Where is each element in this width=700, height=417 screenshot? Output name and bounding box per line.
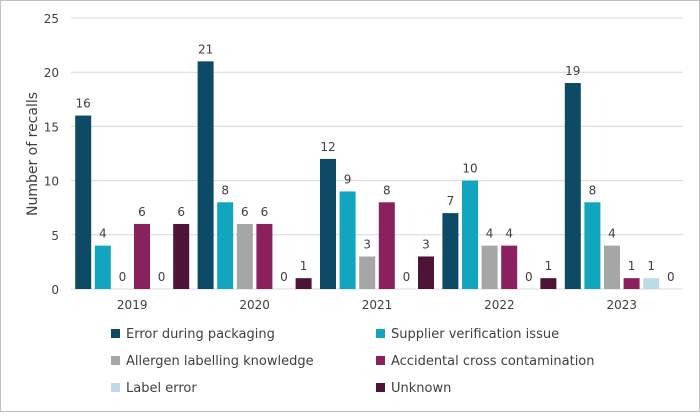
data-label: 1 — [300, 259, 308, 273]
legend-label: Supplier verification issue — [391, 327, 559, 342]
legend-swatch — [376, 356, 385, 365]
data-label: 4 — [486, 227, 494, 241]
bar — [584, 202, 601, 289]
data-label: 0 — [158, 270, 166, 284]
y-tick-label: 20 — [44, 66, 59, 80]
bar — [320, 158, 336, 289]
bar — [643, 278, 660, 289]
legend-item: Accidental cross contamination — [376, 354, 595, 369]
bar — [359, 256, 376, 289]
data-label: 4 — [608, 227, 616, 241]
legend-item: Label error — [111, 381, 197, 396]
data-label: 6 — [261, 205, 269, 219]
data-label: 8 — [383, 183, 391, 197]
x-tick-label: 2023 — [607, 298, 638, 312]
data-label: 0 — [280, 270, 288, 284]
data-label: 6 — [177, 205, 185, 219]
y-tick-label: 5 — [51, 229, 59, 243]
legend-swatch — [111, 329, 120, 338]
y-tick-label: 0 — [51, 283, 59, 297]
bar — [418, 256, 434, 289]
bar — [236, 223, 253, 289]
data-label: 1 — [628, 259, 636, 273]
x-tick-label: 2021 — [362, 298, 393, 312]
data-label: 16 — [76, 97, 91, 111]
bar — [442, 213, 459, 289]
legend-swatch — [111, 356, 120, 365]
legend-item: Supplier verification issue — [376, 327, 559, 342]
legend-swatch — [111, 383, 120, 392]
bar — [197, 61, 214, 289]
y-axis-label: Number of recalls — [25, 92, 41, 216]
bar — [217, 202, 234, 289]
y-tick-label: 10 — [44, 175, 59, 189]
data-label: 8 — [589, 183, 597, 197]
bar — [173, 223, 190, 289]
data-label: 8 — [221, 183, 229, 197]
data-label: 6 — [138, 205, 146, 219]
bar — [501, 245, 518, 289]
data-label: 9 — [344, 172, 352, 186]
data-label: 3 — [422, 237, 430, 251]
data-label: 3 — [363, 237, 371, 251]
bar — [623, 278, 640, 289]
x-tick-label: 2020 — [239, 298, 270, 312]
legend-item: Unknown — [376, 381, 451, 396]
data-label: 4 — [99, 227, 107, 241]
data-label: 10 — [462, 162, 477, 176]
data-label: 4 — [505, 227, 513, 241]
legend-label: Error during packaging — [126, 327, 275, 342]
bar — [378, 202, 395, 289]
bar — [256, 223, 273, 289]
bar — [75, 115, 92, 289]
data-label: 7 — [447, 194, 455, 208]
data-label: 0 — [119, 270, 127, 284]
legend-swatch — [376, 329, 385, 338]
bar — [462, 180, 478, 289]
data-label: 6 — [241, 205, 249, 219]
bar — [564, 83, 581, 289]
legend-item: Allergen labelling knowledge — [111, 354, 314, 369]
bar — [481, 245, 498, 289]
legend-label: Label error — [126, 381, 197, 396]
y-tick-label: 25 — [44, 12, 59, 26]
data-label: 12 — [320, 140, 335, 154]
legend-item: Error during packaging — [111, 327, 275, 342]
bar — [540, 278, 557, 289]
y-tick-label: 15 — [44, 120, 59, 134]
data-label: 0 — [403, 270, 411, 284]
data-label: 19 — [565, 64, 580, 78]
data-label: 0 — [525, 270, 533, 284]
legend-swatch — [376, 383, 385, 392]
bar — [94, 245, 111, 289]
legend-label: Accidental cross contamination — [391, 354, 595, 369]
data-label: 0 — [667, 270, 675, 284]
legend-label: Unknown — [391, 381, 451, 396]
data-label: 21 — [198, 42, 213, 56]
bar — [604, 245, 620, 289]
bar — [134, 223, 150, 289]
x-tick-label: 2022 — [484, 298, 515, 312]
data-label: 1 — [647, 259, 655, 273]
x-tick-label: 2019 — [117, 298, 148, 312]
bar — [295, 278, 312, 289]
data-label: 1 — [545, 259, 553, 273]
bar — [339, 191, 356, 289]
legend-label: Allergen labelling knowledge — [126, 354, 314, 369]
